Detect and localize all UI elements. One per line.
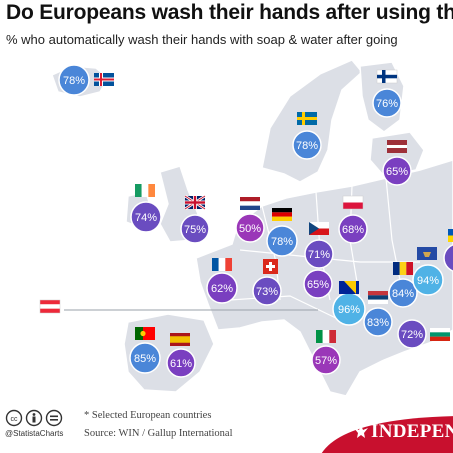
flag-kosovo [417,247,437,260]
flags [39,69,453,346]
flag-netherlands [240,197,260,210]
flag-romania [393,262,413,275]
bubble-sweden [292,130,322,160]
bubble-finland [372,88,402,118]
bubble-united-kingdom [180,214,210,244]
flag-united-kingdom [184,194,206,211]
bubble-bulgaria [397,319,427,349]
value-label-serbia: 83% [367,317,389,329]
statista-handle: @StatistaCharts [5,429,64,438]
bubble-romania [388,278,418,308]
bubble-austria [303,269,333,299]
value-label-austria: 65% [307,279,329,291]
flag-bulgaria [430,328,450,341]
flag-sweden [297,112,317,125]
bubble-ireland [130,201,162,233]
chart-title: Do Europeans wash their hands after usin… [6,1,453,24]
flag-austria-legend- [39,299,61,314]
brand-banner [321,416,453,453]
cc-icon [5,409,23,427]
value-label-sweden: 78% [296,140,318,152]
source-note: Source: WIN / Gallup International [84,428,233,439]
bubbles [58,64,453,378]
value-label-czechia: 71% [308,249,330,261]
bubble-switzerland [252,276,282,306]
license-icons: cc [5,409,63,427]
flag-spain [170,333,190,346]
value-label-poland: 68% [342,224,364,236]
bubble-netherlands [235,213,265,243]
value-label-ireland: 74% [135,212,157,224]
chart-subtitle: % who automatically wash their hands wit… [6,32,398,47]
bubble-iceland [58,64,90,96]
value-label-romania: 84% [392,288,414,300]
publisher-brand: INDEPEN [371,421,453,442]
flag-iceland [94,73,114,86]
flag-germany [272,208,292,221]
flag-czechia [309,222,329,235]
value-label-bosnia-and-herzegovina: 96% [338,304,360,316]
value-label-iceland: 78% [63,75,85,87]
value-label-netherlands: 50% [239,223,261,235]
flag-finland [376,69,398,84]
attribution-icon [25,409,43,427]
value-label-kosovo: 94% [417,275,439,287]
flag-serbia [368,291,388,304]
bubble-italy [311,345,341,375]
eagle-logo-icon [354,425,368,438]
bubble-kosovo [412,264,444,296]
bubble-germany [266,225,298,257]
value-label-france: 62% [211,283,233,295]
bubble-poland [338,214,368,244]
bubble-france [206,272,238,304]
bubble-czechia [304,239,334,269]
europe-map: 78% 76% 78% 65% 74% 75% 50% 78% 68% 71% 62% 73% 65% 9… [39,59,453,397]
value-label-italy: 57% [315,355,337,367]
flag-portugal [135,327,155,340]
bubble-ukraine [443,244,453,272]
flag-ireland [135,184,155,197]
value-label-switzerland: 73% [256,286,278,298]
flag-italy [316,330,336,343]
bubble-spain [166,348,196,378]
bubble-portugal [129,342,161,374]
svg-text:cc: cc [11,416,19,423]
footer-note: * Selected European countries [84,410,212,421]
bubble-serbia [363,307,393,337]
value-label-germany: 78% [271,236,293,248]
value-label-finland: 76% [376,98,398,110]
value-label-bulgaria: 72% [401,329,423,341]
flag-latvia [387,140,407,153]
bubble-latvia [382,156,412,186]
flag-switzerland [263,259,278,274]
flag-ukraine [448,229,453,242]
flag-france [212,258,232,271]
value-label-spain: 61% [170,358,192,370]
noderivs-icon [45,409,63,427]
value-label-latvia: 65% [386,166,408,178]
value-label-united-kingdom: 75% [184,224,206,236]
value-label-portugal: 85% [134,353,156,365]
flag-poland [342,195,364,210]
land-baltics [369,131,425,177]
value-labels: 78% 76% 78% 65% 74% 75% 50% 78% 68% 71% 62% 73% 65% 9… [63,75,439,370]
flag-bosnia-and-herzegovina [339,281,359,294]
